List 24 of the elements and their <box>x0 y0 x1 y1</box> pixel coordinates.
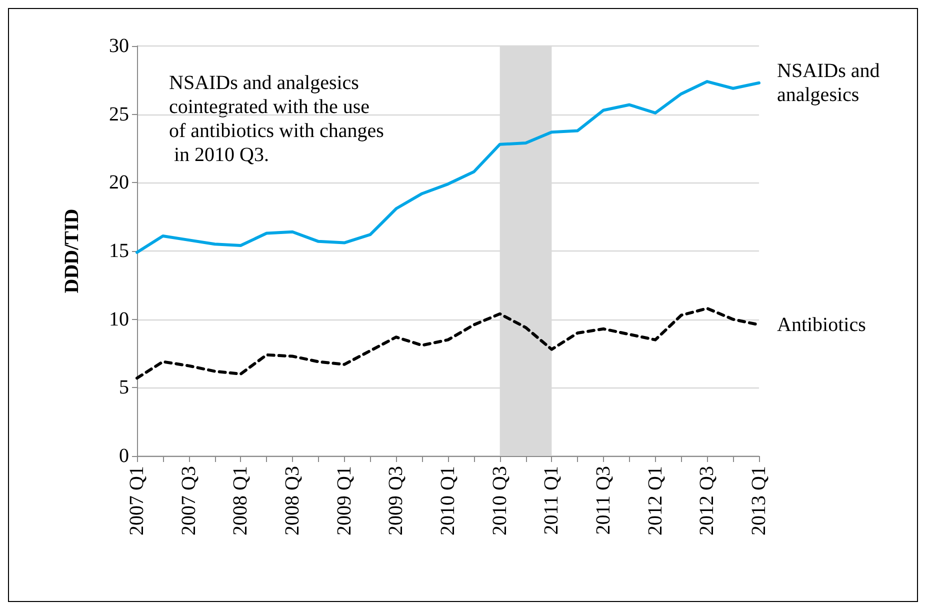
x-tick-label: 2010 Q3 <box>488 466 511 536</box>
x-tick-label: 2013 Q1 <box>748 466 770 536</box>
y-tick-label: 25 <box>109 103 129 126</box>
y-tick-label: 5 <box>119 376 129 399</box>
series-label: NSAIDs and analgesics <box>777 60 885 106</box>
y-tick-label: 30 <box>109 35 129 57</box>
x-tick-label: 2010 Q1 <box>437 466 459 536</box>
x-tick-label: 2009 Q3 <box>385 466 408 536</box>
y-tick-label: 15 <box>109 240 129 262</box>
x-tick-label: 2008 Q1 <box>230 466 252 536</box>
x-tick-label: 2012 Q3 <box>696 466 718 536</box>
y-tick-label: 0 <box>119 445 129 467</box>
x-tick-label: 2007 Q1 <box>126 466 148 536</box>
x-tick-label: 2012 Q1 <box>644 466 666 536</box>
y-tick-label: 10 <box>109 308 129 330</box>
annotation: NSAIDs and analgesics cointegrated with the use of antibiotics with changes in 2010 Q3. <box>169 72 384 166</box>
x-tick-label: 2007 Q3 <box>178 466 200 536</box>
x-tick-label: 2009 Q1 <box>333 466 356 536</box>
x-tick-label: 2008 Q3 <box>282 466 304 536</box>
x-tick-label: 2011 Q1 <box>540 466 563 535</box>
y-axis-title: DDD/TID <box>61 208 83 294</box>
x-tick-label: 2011 Q3 <box>592 466 614 535</box>
series-label: Antibiotics <box>777 314 866 336</box>
y-tick-label: 20 <box>109 172 129 194</box>
